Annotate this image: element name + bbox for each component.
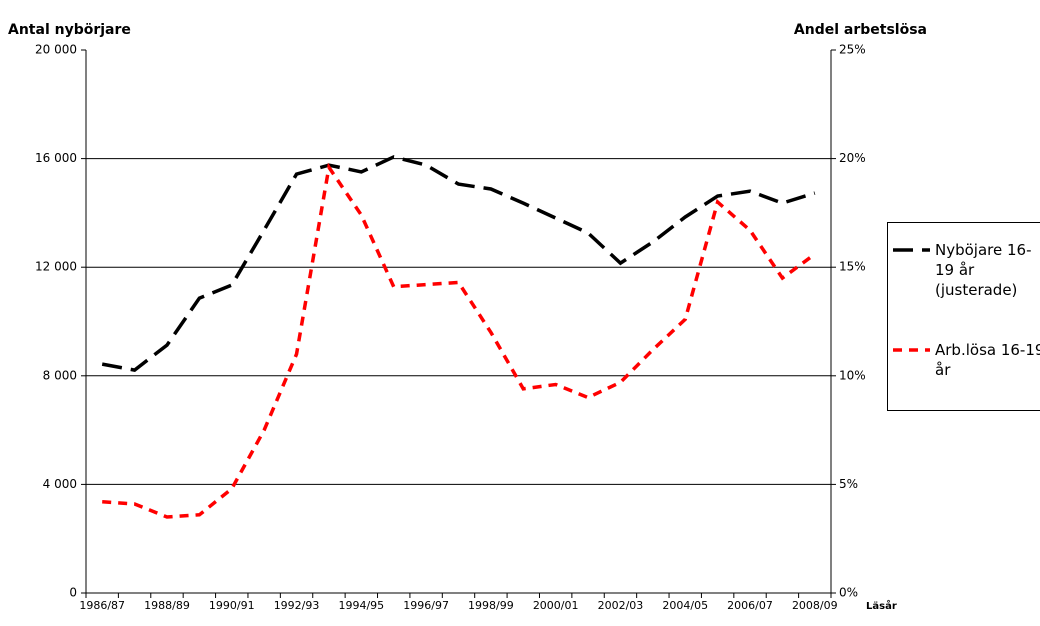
x-tick-label: 1994/95 [338, 599, 384, 612]
legend-box [887, 222, 1040, 411]
x-tick-label: 2008/09 [792, 599, 838, 612]
y2-tick-label: 10% [839, 368, 866, 382]
y2-tick-label: 15% [839, 260, 866, 274]
x-tick-label: 1992/93 [274, 599, 320, 612]
x-tick-label: 1988/89 [144, 599, 190, 612]
series-line [101, 155, 816, 372]
y-tick-label: 8 000 [43, 368, 77, 382]
y2-tick-label: 0% [839, 586, 858, 600]
y-tick-label: 20 000 [35, 43, 77, 57]
y2-axis-title: Andel arbetslösa [794, 22, 927, 38]
y2-tick-label: 20% [839, 151, 866, 165]
y-axis-title: Antal nybörjare [8, 22, 131, 38]
legend-label: Arb.lösa 16-19 år [935, 341, 1040, 379]
x-tick-label: 2000/01 [533, 599, 579, 612]
series-line [102, 162, 816, 519]
x-tick-label: 1990/91 [209, 599, 255, 612]
y2-tick-label: 25% [839, 43, 866, 57]
y-tick-label: 16 000 [35, 151, 77, 165]
y-tick-label: 12 000 [35, 260, 77, 274]
legend-label: Nyböjare 16-19 år (justerade) [935, 241, 1032, 299]
x-tick-label: 2002/03 [598, 599, 644, 612]
y-tick-label: 4 000 [43, 477, 77, 491]
x-axis-title: Läsår [866, 599, 897, 612]
x-tick-label: 1986/87 [79, 599, 125, 612]
x-tick-label: 2004/05 [662, 599, 708, 612]
x-tick-label: 1998/99 [468, 599, 514, 612]
x-tick-label: 2006/07 [727, 599, 773, 612]
y2-tick-label: 5% [839, 477, 858, 491]
x-tick-label: 1996/97 [403, 599, 449, 612]
y-tick-label: 0 [69, 586, 77, 600]
